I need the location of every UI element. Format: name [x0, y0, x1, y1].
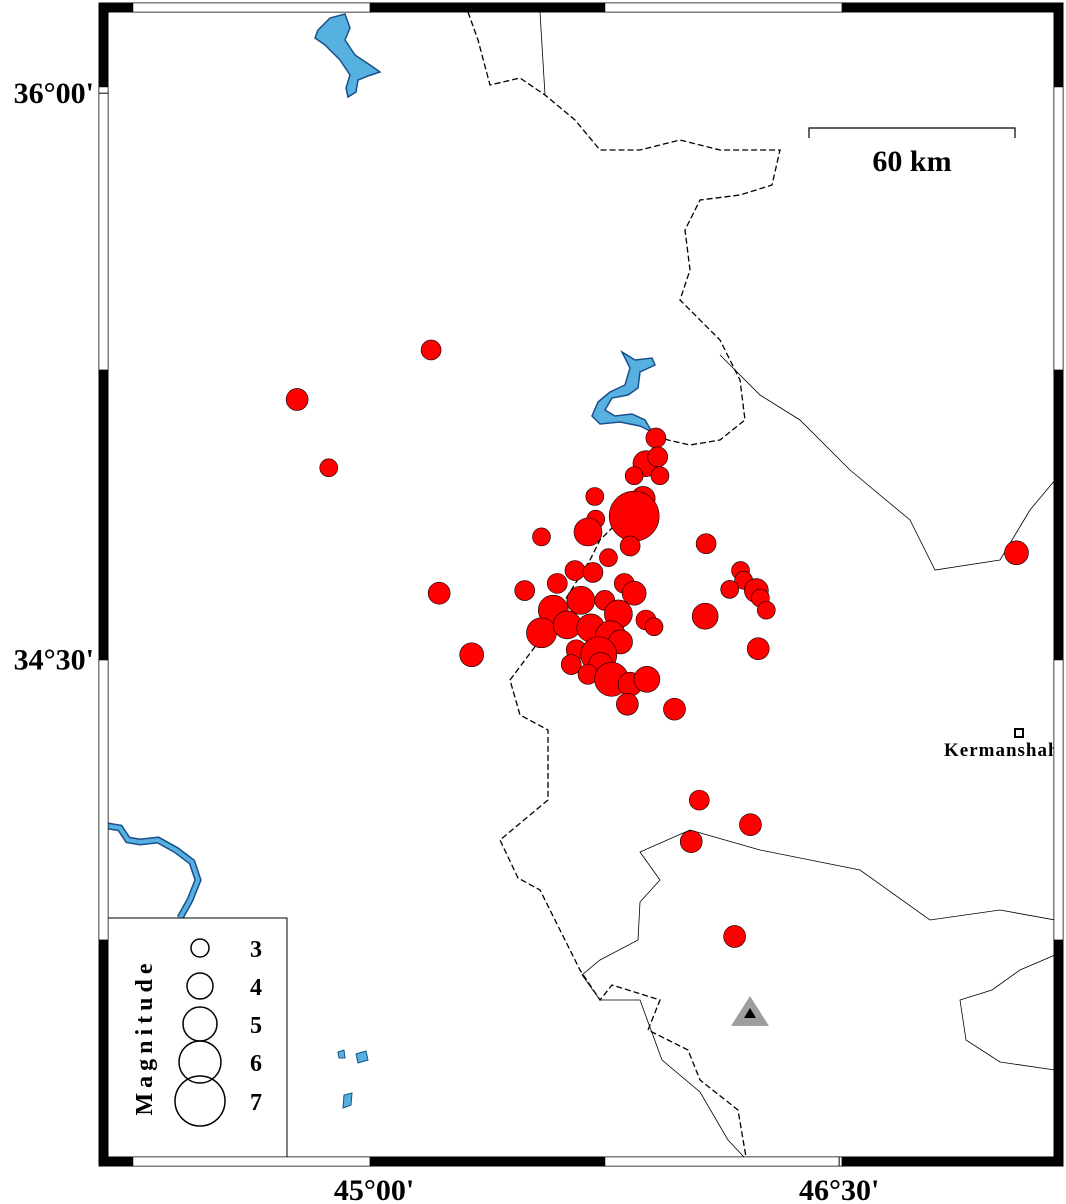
province-line — [539, 12, 1054, 1157]
legend-box — [107, 917, 288, 1158]
earthquake — [633, 665, 661, 693]
city-label: Kermanshah — [944, 740, 1060, 761]
station — [731, 996, 769, 1026]
legend-symbol — [174, 1075, 226, 1127]
earthquake — [616, 692, 639, 716]
geography — [108, 12, 1054, 1157]
frame-bar — [604, 2, 843, 13]
earthquake — [645, 427, 667, 449]
frame-bar — [841, 2, 1064, 13]
frame-bar — [369, 1156, 606, 1167]
frame-bar — [1053, 2, 1064, 88]
earthquake — [688, 789, 710, 811]
legend-label: 5 — [250, 1013, 262, 1039]
earthquake — [319, 458, 339, 478]
legend-label: 6 — [250, 1051, 262, 1077]
river — [108, 824, 201, 919]
earthquake — [608, 490, 660, 542]
earthquake — [650, 466, 670, 486]
legend-symbol — [190, 938, 210, 958]
lake — [314, 13, 382, 99]
earthquake — [585, 487, 605, 506]
earthquake — [695, 533, 717, 555]
earthquake — [746, 637, 770, 660]
earthquake — [599, 548, 618, 567]
frame-bar — [1053, 939, 1064, 1167]
earthquake — [526, 617, 557, 649]
earthquake — [691, 602, 719, 630]
lake — [591, 349, 656, 434]
earthquake — [566, 586, 596, 615]
frame-bar — [1053, 659, 1064, 941]
frame-bar — [369, 2, 606, 13]
frame-bar — [132, 1156, 371, 1167]
scale-bar: 60 km — [808, 127, 1016, 178]
legend-symbol — [186, 972, 214, 1000]
city: Kermanshah — [944, 728, 1060, 761]
earthquake — [756, 600, 776, 620]
legend-label: 4 — [250, 975, 262, 1001]
earthquake — [514, 580, 536, 601]
frame-bar — [98, 369, 109, 661]
x-tick-label: 45°00' — [334, 1174, 414, 1204]
earthquake — [644, 617, 664, 637]
earthquake — [582, 562, 604, 583]
earthquake — [564, 560, 586, 581]
earthquake — [427, 581, 451, 605]
earthquake — [619, 535, 641, 557]
island — [337, 1049, 369, 1109]
legend-label: 7 — [250, 1090, 262, 1116]
frame-bar — [132, 2, 371, 13]
earthquake — [723, 925, 746, 948]
earthquake — [546, 573, 568, 594]
earthquake — [679, 830, 703, 853]
frame-bar — [604, 1156, 843, 1167]
earthquake — [573, 517, 603, 547]
earthquake — [621, 580, 647, 606]
frame-bar — [98, 86, 109, 371]
y-tick-label: 36°00' — [14, 77, 94, 110]
x-tick-label: 46°30' — [799, 1174, 879, 1204]
earthquake — [720, 580, 739, 599]
frame-bar — [98, 659, 109, 941]
earthquake — [459, 642, 485, 668]
city-marker — [1014, 728, 1024, 738]
events — [285, 339, 1029, 948]
legend-symbol — [178, 1040, 222, 1084]
frame-bar — [841, 1156, 1064, 1167]
station-marker — [744, 1008, 756, 1018]
earthquake — [532, 527, 551, 547]
earthquake — [624, 466, 644, 486]
frame-bar — [98, 2, 109, 88]
frame-bar — [1053, 369, 1064, 661]
earthquake — [285, 388, 309, 411]
frame-bar — [1053, 86, 1064, 371]
scale-label: 60 km — [872, 145, 951, 178]
legend: Magnitude 3 4 5 6 7 — [107, 917, 288, 1158]
scale-line — [808, 127, 1016, 138]
y-tick-label: 34°30' — [14, 644, 94, 677]
earthquake — [420, 339, 442, 361]
frame-bar — [98, 939, 109, 1167]
earthquake — [647, 446, 669, 468]
earthquake — [663, 697, 686, 721]
legend-title: Magnitude — [132, 958, 158, 1115]
legend-label: 3 — [250, 937, 262, 963]
earthquake — [1004, 540, 1029, 566]
earthquake — [739, 813, 762, 836]
earthquake — [560, 654, 582, 675]
